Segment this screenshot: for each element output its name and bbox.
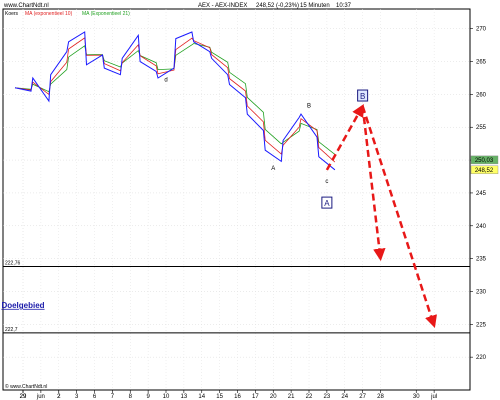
support-label: 222,76	[5, 261, 21, 267]
y-tick-label: 270	[476, 27, 487, 33]
x-tick-label: 29	[20, 394, 27, 400]
legend-ma-slow: MA (Exponentieel 21)	[82, 11, 130, 17]
plot-area	[2, 8, 471, 391]
projection-arrow	[325, 104, 364, 171]
price-tag-label: 250,03	[475, 158, 494, 164]
x-tick-label: 15	[216, 394, 223, 400]
y-tick-label: 245	[476, 191, 487, 197]
price-tag	[470, 155, 499, 165]
wave-box	[321, 196, 333, 209]
x-tick-label: 16	[234, 394, 241, 400]
x-tick-label: 8	[129, 394, 133, 400]
price-series	[14, 31, 336, 171]
x-tick-label: 6	[93, 394, 97, 400]
x-tick-label: jun	[36, 394, 45, 400]
support-levels: 222,76 222,7	[3, 261, 470, 334]
y-tick-label: 230	[476, 289, 487, 295]
x-tick-label: 28	[377, 394, 384, 400]
price-tags: 250,03 248,52	[470, 155, 499, 175]
x-tick-label: 10	[163, 394, 170, 400]
footer-site: © www.ChartNdt.nl	[5, 383, 47, 390]
time-label: 10:37	[336, 3, 352, 9]
y-tick-label: 220	[476, 355, 487, 361]
price-change: 248,52 (-0,23%)	[256, 3, 299, 9]
x-tick-label: 13	[181, 394, 188, 400]
y-tick-label: 260	[476, 92, 487, 98]
interval-label: 15 Minuten	[300, 3, 330, 9]
x-tick-label: 27	[359, 394, 366, 400]
x-tick-label: 7	[111, 394, 115, 400]
y-tick-label: 255	[476, 125, 487, 131]
chart-title: AEX - AEX-INDEX	[198, 3, 247, 9]
price-tag	[470, 165, 499, 175]
wave-label: c	[325, 179, 328, 185]
wave-labels: d A Bc A B Doelgebied	[1, 77, 369, 310]
y-axis: 220225230235240245250255260265270	[470, 27, 487, 361]
x-tick-label: 24	[341, 394, 348, 400]
y-tick-label: 235	[476, 257, 487, 263]
x-tick-label: jul	[430, 394, 437, 400]
price-tag-label: 248,52	[475, 168, 494, 174]
y-tick-label: 225	[476, 322, 487, 328]
x-tick-label: 2	[57, 394, 61, 400]
x-tick-label: 23	[324, 394, 331, 400]
y-tick-label: 240	[476, 224, 487, 230]
x-tick-label: 9	[146, 394, 150, 400]
wave-box-label: B	[360, 92, 365, 101]
support-label: 222,7	[5, 327, 18, 333]
site-label: www.ChartNdt.nl	[3, 3, 49, 9]
x-tick-label: 3	[75, 394, 79, 400]
wave-box	[357, 89, 369, 102]
wave-label: d	[164, 77, 167, 83]
target-annotation: Doelgebied	[1, 301, 44, 310]
legend-ma-fast: MA (exponentieel 10)	[25, 11, 73, 17]
wave-label: A	[271, 166, 275, 172]
x-tick-label: 30	[413, 394, 420, 400]
wave-label: B	[307, 104, 311, 110]
x-tick-label: 17	[252, 394, 259, 400]
projection-arrows	[325, 104, 437, 329]
price-line	[14, 31, 336, 171]
x-tick-label: 20	[270, 394, 277, 400]
x-tick-label: 14	[198, 394, 205, 400]
y-tick-label: 265	[476, 60, 487, 66]
x-tick-label: 21	[288, 394, 295, 400]
projection-arrow	[361, 106, 386, 262]
projection-arrow	[361, 105, 437, 329]
x-tick-label: 22	[306, 394, 313, 400]
x-tick-label: 29	[20, 394, 27, 400]
wave-box-label: A	[324, 199, 330, 208]
legend-close: Koers	[5, 11, 19, 17]
x-tick-label: 2	[57, 394, 61, 400]
